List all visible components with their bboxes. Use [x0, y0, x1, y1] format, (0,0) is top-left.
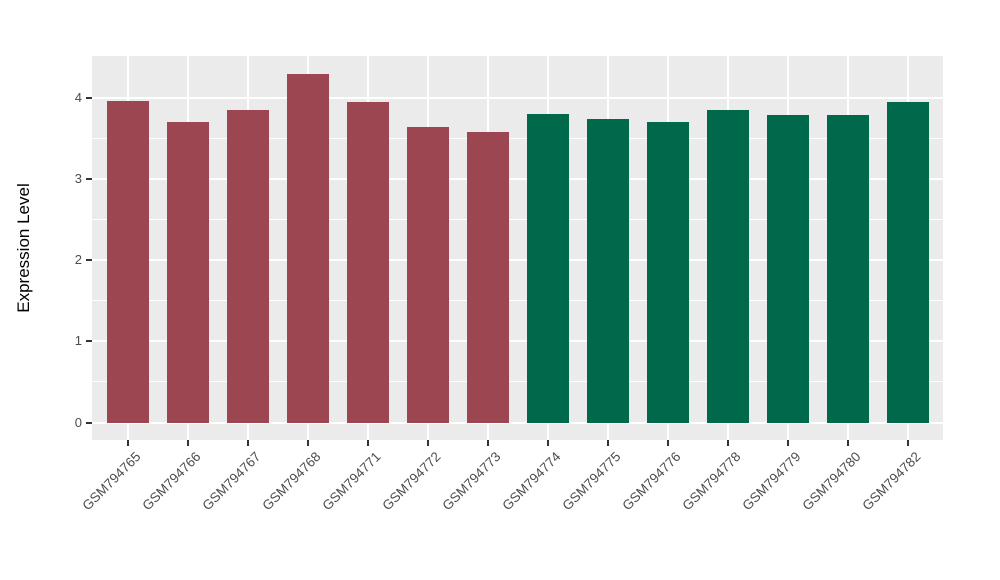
x-tick-label: GSM794776: [619, 449, 684, 514]
x-tick-mark: [487, 440, 489, 446]
bar: [587, 119, 629, 423]
x-tick-label: GSM794766: [139, 449, 204, 514]
x-tick-mark: [787, 440, 789, 446]
major-gridline: [92, 340, 943, 343]
x-tick-mark: [307, 440, 309, 446]
x-tick-label: GSM794775: [559, 449, 624, 514]
x-tick-mark: [367, 440, 369, 446]
y-tick-label: 2: [74, 252, 82, 267]
x-tick-mark: [907, 440, 909, 446]
y-tick-mark: [86, 259, 92, 261]
minor-gridline: [92, 300, 943, 302]
x-tick-mark: [847, 440, 849, 446]
minor-gridline: [92, 381, 943, 383]
x-tick-mark: [607, 440, 609, 446]
bar: [107, 100, 149, 423]
plot-panel: [92, 56, 943, 440]
x-tick-mark: [427, 440, 429, 446]
bar: [527, 113, 569, 423]
major-gridline: [92, 259, 943, 261]
y-tick-label: 3: [74, 170, 82, 186]
x-tick-mark: [187, 440, 189, 446]
x-tick-label: GSM794772: [379, 449, 444, 514]
bar: [227, 109, 269, 423]
x-tick-label: GSM794771: [319, 449, 384, 514]
x-tick-label: GSM794778: [679, 449, 744, 514]
y-tick-label: 0: [74, 414, 82, 430]
x-tick-label: GSM794782: [859, 449, 924, 514]
bar: [407, 126, 449, 423]
x-tick-label: GSM794773: [439, 449, 504, 514]
x-tick-mark: [667, 440, 669, 446]
y-tick-label: 4: [74, 89, 82, 105]
major-gridline: [92, 421, 943, 424]
bar: [767, 114, 809, 423]
bar: [347, 101, 389, 423]
y-tick-mark: [86, 96, 92, 99]
bar: [707, 109, 749, 423]
x-tick-label: GSM794779: [739, 449, 804, 514]
major-gridline: [92, 177, 943, 180]
bar: [287, 73, 329, 423]
x-tick-mark: [247, 440, 249, 446]
x-tick-label: GSM794767: [199, 449, 264, 514]
x-tick-mark: [727, 440, 729, 446]
bar: [887, 102, 929, 423]
x-tick-label: GSM794765: [79, 449, 144, 514]
y-tick-mark: [86, 177, 92, 180]
x-tick-label: GSM794774: [499, 449, 564, 514]
y-tick-label: 1: [74, 333, 82, 349]
bar: [167, 121, 209, 423]
y-axis-title: Expression Level: [14, 183, 33, 313]
major-gridline: [92, 96, 943, 99]
minor-gridline: [92, 137, 943, 139]
minor-gridline: [92, 218, 943, 220]
y-tick-mark: [86, 421, 92, 424]
y-tick-mark: [86, 340, 92, 343]
x-tick-mark: [547, 440, 549, 446]
x-tick-label: GSM794780: [799, 449, 864, 514]
x-tick-mark: [127, 440, 129, 446]
x-tick-label: GSM794768: [259, 449, 324, 514]
bar: [827, 114, 869, 423]
bar: [647, 121, 689, 423]
bar: [467, 131, 509, 423]
